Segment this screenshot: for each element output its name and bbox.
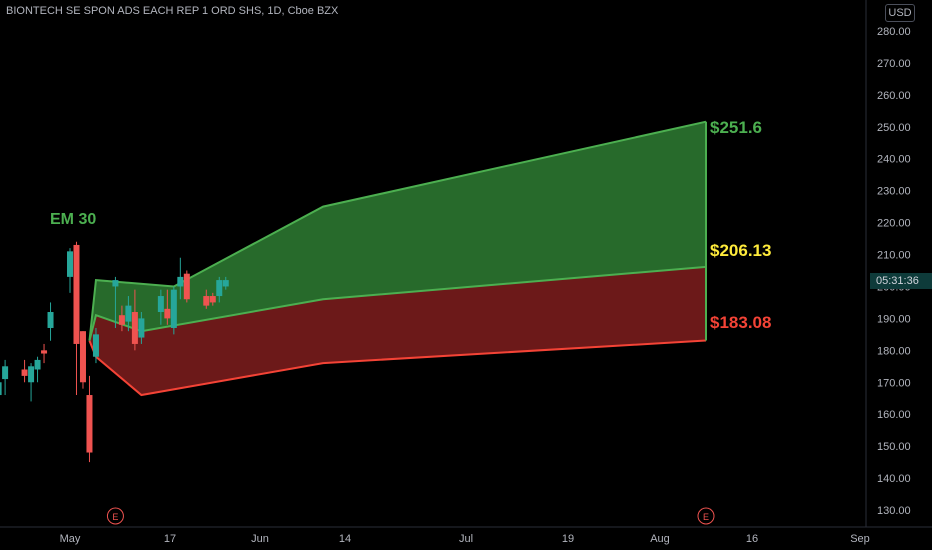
candle-body [67,251,73,277]
candle-body [92,334,99,357]
candle-body [164,308,171,319]
candle-body [86,395,93,453]
price-tick-label: 270.00 [877,58,911,70]
em-label: EM 30 [50,211,97,228]
countdown-tag: 05:31:36 [870,273,932,289]
price-axis[interactable]: 130.00 140.00 150.00 160.00 170.00 180.00 190.… [877,26,911,517]
time-tick-label: Jun [251,533,269,545]
earnings-marker [697,507,715,525]
candle-body [209,296,216,303]
candle-body [2,366,9,380]
upper-target-label: $251.6 [710,118,762,137]
upper-band-fill [89,121,707,341]
lower-target-label: $183.08 [710,313,772,332]
candle-body [177,276,184,287]
time-tick-label: Jul [459,533,473,545]
candle-body [216,280,223,297]
candle-body [112,280,119,287]
price-tick-label: 180.00 [877,345,911,357]
earnings-marker-label: E [112,512,118,522]
price-tick-label: 240.00 [877,154,911,166]
price-tick-label: 130.00 [877,505,911,517]
time-tick-label: Sep [850,533,870,545]
time-tick-label: May [60,533,81,545]
price-tick-label: 190.00 [877,313,911,325]
mid-target-label: $206.13 [710,241,772,260]
candle-body [47,312,54,328]
lower-band-fill [89,266,707,396]
candle-body [34,359,41,370]
candle-body [73,244,80,344]
candle-body [222,280,229,287]
candle-body [118,315,125,325]
time-tick-label: 19 [562,533,574,545]
candle-body [125,305,132,322]
candle-body [28,366,35,383]
earnings-marker [106,507,124,525]
candle-body [131,312,138,344]
candles-layer [0,241,229,463]
candle-body [0,382,2,396]
candle-body [170,289,177,328]
price-tick-label: 260.00 [877,90,911,102]
time-tick-label: 17 [164,533,176,545]
time-axis[interactable]: May 17 Jun 14 Jul 19 Aug 16 Sep [60,533,870,545]
candle-body [79,331,86,383]
price-tick-label: 160.00 [877,409,911,421]
symbol-title[interactable]: BIONTECH SE SPON ADS EACH REP 1 ORD SHS,… [6,5,339,17]
currency-button[interactable]: USD [885,4,915,22]
candle-body [138,318,145,338]
price-tick-label: 230.00 [877,186,911,198]
candle-body [41,350,48,354]
time-tick-label: 16 [746,533,758,545]
time-tick-label: Aug [650,533,670,545]
candle-body [183,273,190,300]
price-tick-label: 220.00 [877,218,911,230]
time-tick-label: 14 [339,533,351,545]
price-tick-label: 170.00 [877,377,911,389]
price-tick-label: 280.00 [877,26,911,38]
price-tick-label: 140.00 [877,473,911,485]
candle-body [157,296,164,313]
candle-body [203,296,210,306]
price-tick-label: 210.00 [877,250,911,262]
earnings-marker-label: E [703,512,709,522]
price-tick-label: 250.00 [877,122,911,134]
price-tick-label: 150.00 [877,441,911,453]
candle-body [21,369,28,376]
